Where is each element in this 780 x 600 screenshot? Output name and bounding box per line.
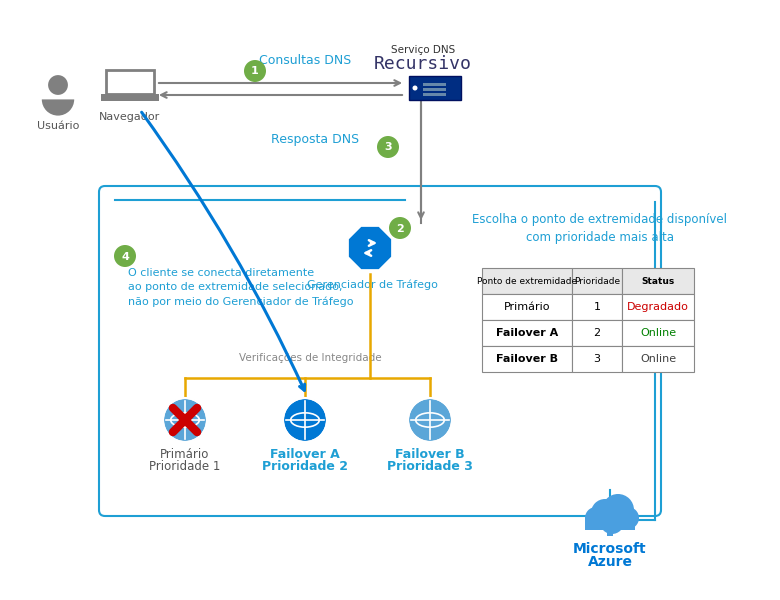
Text: Primário: Primário bbox=[504, 302, 550, 312]
Text: Consultas DNS: Consultas DNS bbox=[259, 55, 351, 67]
Bar bbox=[423, 83, 446, 85]
Polygon shape bbox=[348, 226, 392, 270]
Text: Navegador: Navegador bbox=[99, 112, 161, 122]
Bar bbox=[607, 530, 613, 536]
Text: Verificações de Integridade: Verificações de Integridade bbox=[239, 353, 381, 363]
Bar bbox=[572, 268, 622, 294]
Circle shape bbox=[283, 398, 327, 442]
Text: O cliente se conecta diretamente
ao ponto de extremidade selecionado,
não por me: O cliente se conecta diretamente ao pont… bbox=[128, 268, 353, 307]
Text: Prioridade 3: Prioridade 3 bbox=[387, 460, 473, 473]
Circle shape bbox=[602, 494, 634, 526]
Text: Failover A: Failover A bbox=[270, 448, 340, 461]
Text: Status: Status bbox=[641, 277, 675, 286]
Bar bbox=[572, 346, 622, 372]
Bar bbox=[482, 320, 572, 346]
Text: 3: 3 bbox=[594, 354, 601, 364]
Text: 2: 2 bbox=[396, 223, 404, 233]
Bar bbox=[482, 346, 572, 372]
Circle shape bbox=[591, 499, 619, 527]
Circle shape bbox=[389, 217, 411, 239]
Text: Prioridade: Prioridade bbox=[574, 277, 620, 286]
Text: Resposta DNS: Resposta DNS bbox=[271, 133, 359, 146]
Text: 1: 1 bbox=[251, 67, 259, 76]
Bar bbox=[572, 294, 622, 320]
Bar bbox=[572, 320, 622, 346]
Circle shape bbox=[585, 507, 607, 529]
Text: 2: 2 bbox=[594, 328, 601, 338]
Bar bbox=[585, 518, 635, 530]
Bar bbox=[622, 294, 694, 320]
Circle shape bbox=[408, 398, 452, 442]
Bar bbox=[101, 94, 159, 101]
Text: Prioridade 2: Prioridade 2 bbox=[262, 460, 348, 473]
Text: Escolha o ponto de extremidade disponível
com prioridade mais alta: Escolha o ponto de extremidade disponíve… bbox=[473, 212, 728, 244]
Bar bbox=[482, 268, 572, 294]
Bar bbox=[423, 88, 446, 91]
Text: Failover A: Failover A bbox=[496, 328, 558, 338]
Text: Prioridade 1: Prioridade 1 bbox=[149, 460, 221, 473]
Circle shape bbox=[377, 136, 399, 158]
Text: Usuário: Usuário bbox=[37, 121, 80, 131]
Circle shape bbox=[48, 75, 68, 95]
Text: Gerenciador de Tráfego: Gerenciador de Tráfego bbox=[307, 280, 438, 290]
Text: Microsoft: Microsoft bbox=[573, 542, 647, 556]
Text: Ponto de extremidade: Ponto de extremidade bbox=[477, 277, 577, 286]
Text: Online: Online bbox=[640, 328, 676, 338]
Text: 1: 1 bbox=[594, 302, 601, 312]
FancyBboxPatch shape bbox=[106, 70, 154, 94]
Text: Failover B: Failover B bbox=[395, 448, 465, 461]
Circle shape bbox=[413, 85, 417, 91]
Text: Recursivo: Recursivo bbox=[374, 55, 472, 73]
Wedge shape bbox=[42, 100, 74, 116]
Text: Primário: Primário bbox=[161, 448, 210, 461]
Text: Degradado: Degradado bbox=[627, 302, 689, 312]
Text: Online: Online bbox=[640, 354, 676, 364]
Bar bbox=[622, 346, 694, 372]
FancyBboxPatch shape bbox=[409, 76, 461, 100]
Circle shape bbox=[244, 60, 266, 82]
Text: 4: 4 bbox=[121, 251, 129, 262]
Circle shape bbox=[163, 398, 207, 442]
Circle shape bbox=[600, 510, 624, 534]
Bar bbox=[423, 93, 446, 95]
Bar bbox=[622, 268, 694, 294]
Circle shape bbox=[114, 245, 136, 267]
Bar bbox=[622, 320, 694, 346]
Bar bbox=[482, 294, 572, 320]
Circle shape bbox=[617, 507, 639, 529]
Text: 3: 3 bbox=[385, 142, 392, 152]
Text: Azure: Azure bbox=[587, 555, 633, 569]
Text: Serviço DNS: Serviço DNS bbox=[391, 45, 455, 55]
Text: Failover B: Failover B bbox=[496, 354, 558, 364]
